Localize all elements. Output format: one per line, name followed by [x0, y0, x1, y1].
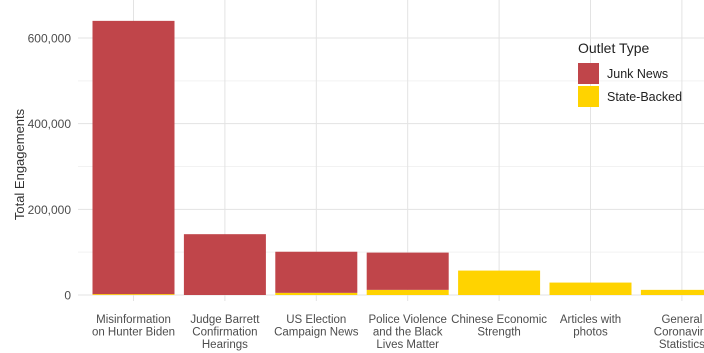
legend-label: Junk News	[607, 67, 668, 81]
legend-label: State-Backed	[607, 90, 682, 104]
x-tick-label: Chinese Economic Strength	[451, 314, 547, 339]
bar-junk-news	[275, 251, 358, 293]
bar-state-backed	[366, 289, 449, 295]
x-tick-label: Misinformation on Hunter Biden	[92, 314, 175, 339]
x-tick-label: Judge Barrett Confirmation Hearings	[190, 314, 260, 351]
bar-state-backed	[275, 292, 358, 295]
legend: Outlet Type Junk News State-Backed	[578, 40, 682, 107]
y-tick-label: 400,000	[28, 117, 72, 131]
bars	[92, 20, 704, 295]
y-tick-label: 600,000	[28, 32, 72, 46]
legend-swatch-junk-news	[578, 63, 599, 84]
x-tick-label: Articles with photos	[560, 314, 621, 339]
x-tick-label: Police Violence and the Black Lives Matter	[368, 314, 446, 351]
y-tick-label: 0	[64, 289, 71, 303]
bar-state-backed	[640, 289, 704, 295]
y-axis: 0 200,000 400,000 600,000	[28, 32, 72, 303]
bar-junk-news	[366, 252, 449, 290]
x-axis: Misinformation on Hunter Biden Judge Barre…	[92, 314, 704, 351]
x-tick-label: US Election Campaign News	[274, 314, 359, 339]
bar-state-backed	[458, 270, 541, 295]
grid	[78, 0, 704, 301]
legend-title: Outlet Type	[578, 40, 650, 56]
bar-state-backed	[549, 282, 632, 295]
bar-junk-news	[183, 234, 266, 295]
bar-junk-news	[92, 20, 175, 295]
y-tick-label: 200,000	[28, 203, 72, 217]
y-axis-title: Total Engagements	[12, 108, 27, 220]
bar-state-backed	[92, 294, 175, 295]
legend-swatch-state-backed	[578, 86, 599, 107]
x-tick-label: GeneralCoronaviruStatistics	[654, 314, 704, 351]
